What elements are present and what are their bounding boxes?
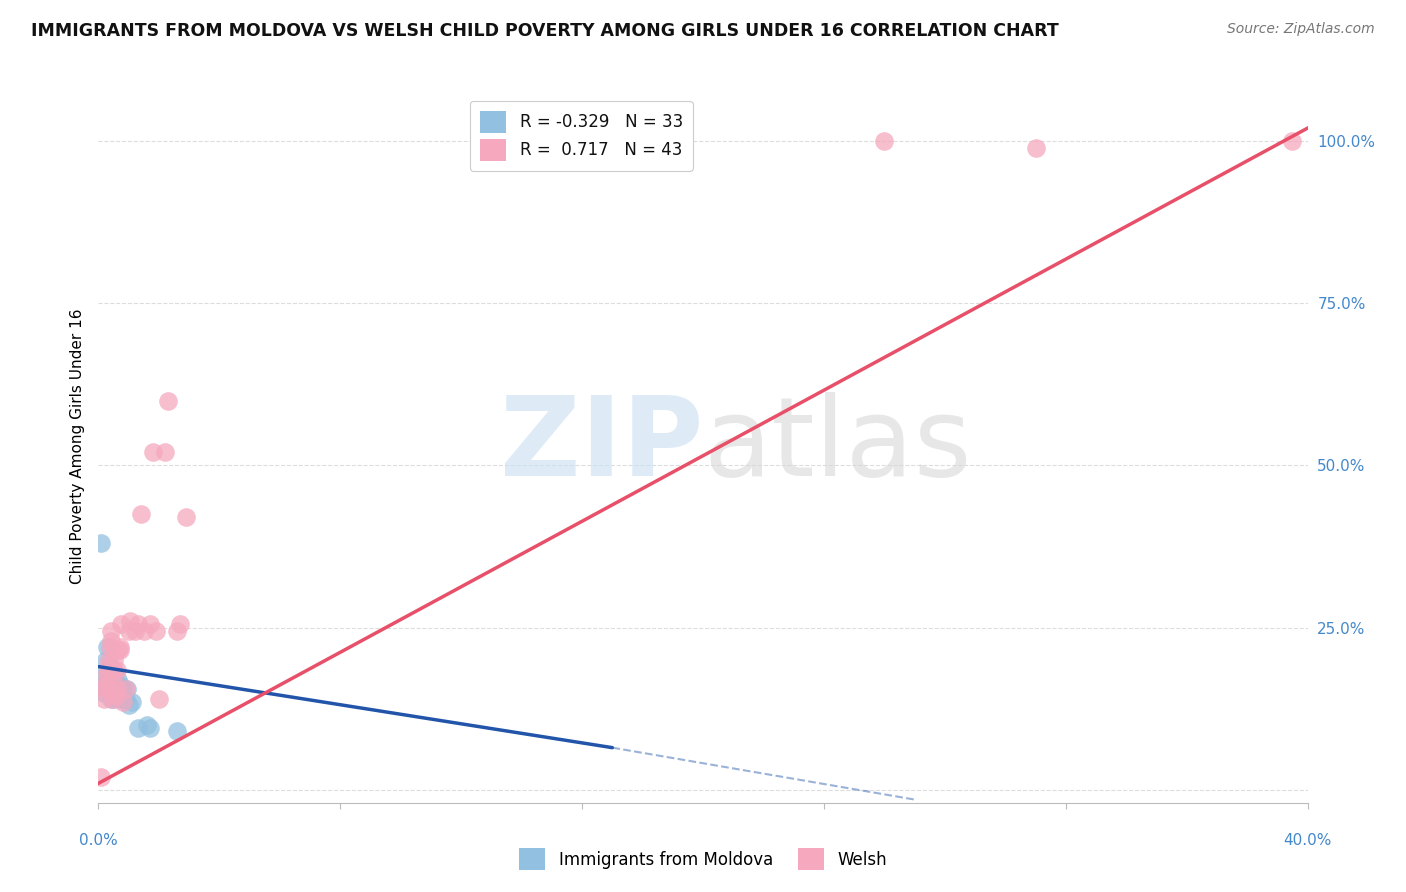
Point xyxy=(104,689,127,703)
Point xyxy=(110,679,132,693)
Legend: R = -0.329   N = 33, R =  0.717   N = 43: R = -0.329 N = 33, R = 0.717 N = 43 xyxy=(470,101,693,170)
Point xyxy=(118,698,141,713)
Point xyxy=(166,624,188,638)
Point xyxy=(98,653,121,667)
Point xyxy=(97,659,120,673)
Point xyxy=(145,624,167,638)
Point xyxy=(114,692,136,706)
Point xyxy=(873,134,896,148)
Point xyxy=(132,624,155,638)
Point xyxy=(118,624,141,638)
Point xyxy=(96,666,118,681)
Text: 40.0%: 40.0% xyxy=(1284,833,1331,848)
Point xyxy=(90,536,112,550)
Legend: Immigrants from Moldova, Welsh: Immigrants from Moldova, Welsh xyxy=(512,842,894,877)
Point xyxy=(96,679,118,693)
Point xyxy=(127,617,149,632)
Text: IMMIGRANTS FROM MOLDOVA VS WELSH CHILD POVERTY AMONG GIRLS UNDER 16 CORRELATION : IMMIGRANTS FROM MOLDOVA VS WELSH CHILD P… xyxy=(31,22,1059,40)
Point xyxy=(94,679,117,693)
Point xyxy=(108,682,131,697)
Point xyxy=(139,617,162,632)
Text: 0.0%: 0.0% xyxy=(79,833,118,848)
Point xyxy=(135,718,157,732)
Point xyxy=(101,673,124,687)
Point xyxy=(107,643,129,657)
Point xyxy=(93,692,115,706)
Point xyxy=(105,679,128,693)
Point xyxy=(108,640,131,654)
Text: Source: ZipAtlas.com: Source: ZipAtlas.com xyxy=(1227,22,1375,37)
Point xyxy=(124,624,146,638)
Point xyxy=(101,673,124,687)
Point xyxy=(114,682,136,697)
Point xyxy=(156,393,179,408)
Point xyxy=(100,692,122,706)
Point xyxy=(94,682,117,697)
Point xyxy=(148,692,170,706)
Point xyxy=(153,445,176,459)
Point xyxy=(139,721,162,735)
Point xyxy=(104,685,127,699)
Point xyxy=(100,633,122,648)
Point xyxy=(104,692,127,706)
Point xyxy=(91,679,114,693)
Point xyxy=(94,653,117,667)
Text: atlas: atlas xyxy=(703,392,972,500)
Point xyxy=(101,692,124,706)
Point xyxy=(98,659,121,673)
Point xyxy=(101,679,124,693)
Point xyxy=(100,624,122,638)
Point xyxy=(142,445,165,459)
Point xyxy=(174,510,197,524)
Point xyxy=(121,695,143,709)
Point xyxy=(1024,140,1046,154)
Point xyxy=(120,614,142,628)
Point xyxy=(110,617,132,632)
Point xyxy=(94,666,117,681)
Text: ZIP: ZIP xyxy=(499,392,703,500)
Point xyxy=(96,673,118,687)
Point xyxy=(100,685,122,699)
Point xyxy=(108,643,131,657)
Point xyxy=(115,682,138,697)
Point xyxy=(108,692,131,706)
Y-axis label: Child Poverty Among Girls Under 16: Child Poverty Among Girls Under 16 xyxy=(69,309,84,583)
Point xyxy=(111,695,134,709)
Point xyxy=(90,770,112,784)
Point xyxy=(103,663,125,677)
Point xyxy=(107,673,129,687)
Point xyxy=(105,663,128,677)
Point xyxy=(105,682,128,697)
Point xyxy=(96,640,118,654)
Point xyxy=(112,682,135,697)
Point xyxy=(111,692,134,706)
Point xyxy=(127,721,149,735)
Point xyxy=(103,666,125,681)
Point xyxy=(105,682,128,697)
Point xyxy=(129,507,152,521)
Point xyxy=(1281,134,1303,148)
Point xyxy=(93,685,115,699)
Point xyxy=(97,673,120,687)
Point xyxy=(104,643,127,657)
Point xyxy=(103,653,125,667)
Point xyxy=(166,724,188,739)
Point xyxy=(98,640,121,654)
Point xyxy=(169,617,191,632)
Point xyxy=(98,666,121,681)
